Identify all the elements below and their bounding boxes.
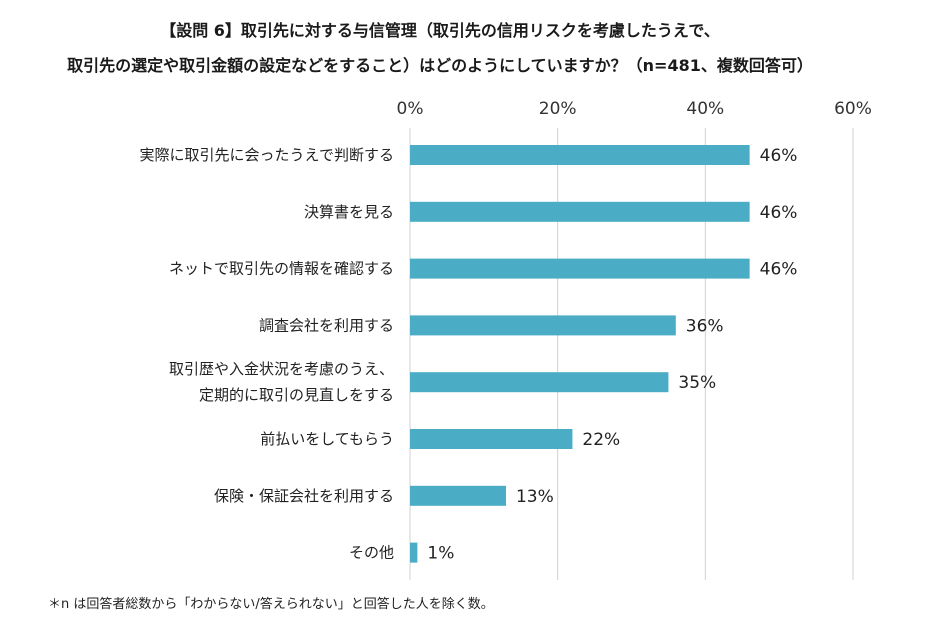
value-label: 46% <box>760 203 798 223</box>
bar <box>410 315 676 336</box>
bar <box>410 258 750 279</box>
value-label: 46% <box>760 260 798 280</box>
bar <box>410 145 750 165</box>
category-label: ネットで取引先の情報を確認する <box>169 260 394 278</box>
value-label: 46% <box>760 146 798 166</box>
category-label: 保険・保証会社を利用する <box>214 487 394 505</box>
gridlines <box>409 128 854 580</box>
x-tick-label: 60% <box>834 99 872 119</box>
category-label: 取引歴や入金状況を考慮のうえ、 <box>169 360 394 378</box>
category-label: 決算書を見る <box>304 203 394 221</box>
value-labels: 46% 46% 46% 36% 35% 22% 13% 1% <box>427 146 797 564</box>
x-tick-label: 40% <box>686 99 724 119</box>
category-label: その他 <box>349 544 394 562</box>
footnote: ＊n は回答者総数から「わからない/答えられない」と回答した人を除く数。 <box>48 596 494 612</box>
bar <box>410 542 418 563</box>
bar <box>410 201 750 222</box>
x-tick-label: 20% <box>539 99 577 119</box>
chart-title-line: 取引先の選定や取引金額の設定などをすること）はどのようにしていますか？（n=48… <box>67 56 813 75</box>
category-label: 定期的に取引の見直しをする <box>199 386 394 404</box>
bars <box>410 145 750 563</box>
x-tick-label: 0% <box>397 99 424 119</box>
chart-title-line: 【設問 6】取引先に対する与信管理（取引先の信用リスクを考慮したうえで、 <box>160 21 720 40</box>
category-label: 前払いをしてもらう <box>260 430 394 448</box>
value-label: 35% <box>678 373 716 393</box>
value-label: 13% <box>516 487 554 507</box>
x-axis-ticks: 0% 20% 40% 60% <box>397 99 872 119</box>
value-label: 36% <box>686 316 724 336</box>
bar <box>410 372 669 393</box>
bar <box>410 485 506 506</box>
chart-title: 【設問 6】取引先に対する与信管理（取引先の信用リスクを考慮したうえで、取引先の… <box>67 21 813 75</box>
category-label: 調査会社を利用する <box>259 316 394 334</box>
category-labels: 実際に取引先に会ったうえで判断する決算書を見るネットで取引先の情報を確認する調査… <box>139 146 394 562</box>
category-label: 実際に取引先に会ったうえで判断する <box>139 146 394 164</box>
value-label: 1% <box>427 544 454 564</box>
bar <box>410 429 573 449</box>
value-label: 22% <box>582 430 620 450</box>
